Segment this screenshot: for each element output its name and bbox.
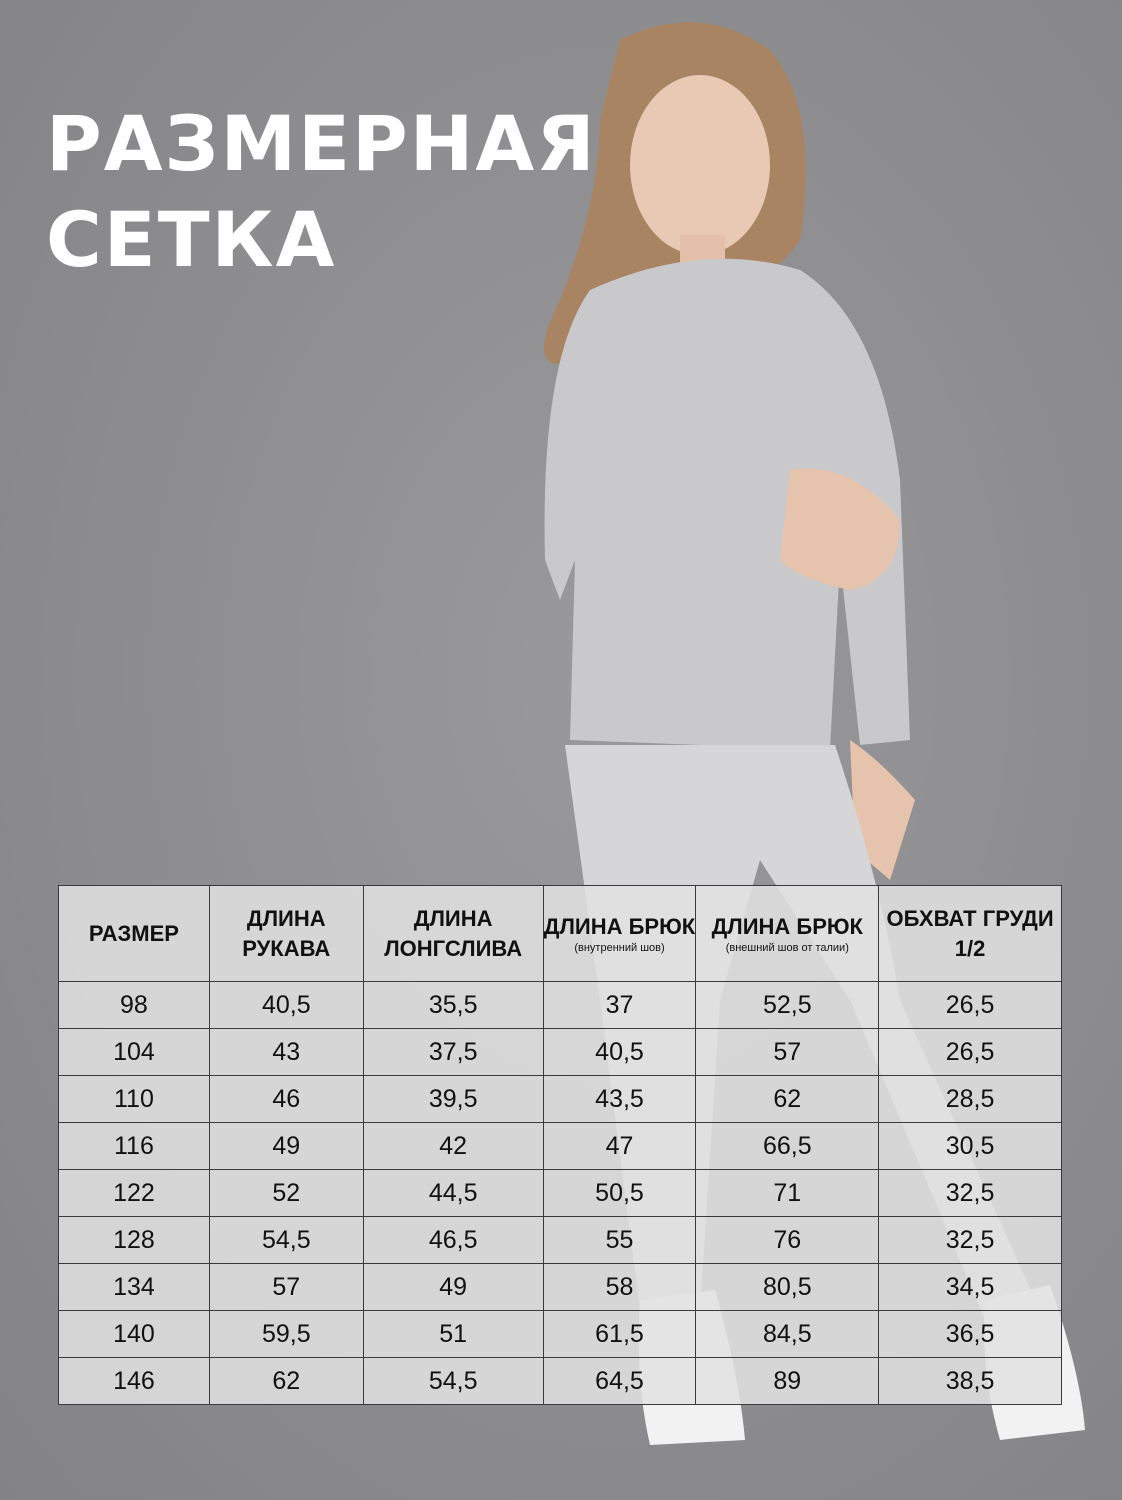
- table-cell: 98: [58, 981, 210, 1029]
- column-header-note: (внутренний шов): [574, 942, 665, 954]
- table-cell: 32,5: [878, 1169, 1062, 1217]
- table-cell: 59,5: [208, 1310, 364, 1358]
- table-cell: 46,5: [362, 1216, 544, 1264]
- table-cell: 37: [542, 981, 697, 1029]
- column-header-label: ДЛИНА БРЮК: [711, 914, 863, 939]
- table-cell: 58: [542, 1263, 697, 1311]
- column-header-label: РАЗМЕР: [88, 920, 179, 946]
- table-cell: 54,5: [208, 1216, 364, 1264]
- table-cell: 47: [542, 1122, 697, 1170]
- table-header-row: РАЗМЕР ДЛИНА РУКАВА ДЛИНА ЛОНГСЛИВА ДЛИНА Б…: [58, 885, 1062, 982]
- column-header-label: ОБХВАТ ГРУДИ 1/2: [886, 905, 1054, 961]
- table-cell: 104: [58, 1028, 210, 1076]
- table-cell: 146: [58, 1357, 210, 1405]
- column-header: ОБХВАТ ГРУДИ 1/2: [878, 885, 1062, 982]
- table-row: 134 57 49 58 80,5 34,5: [58, 1263, 1062, 1311]
- size-table: РАЗМЕР ДЛИНА РУКАВА ДЛИНА ЛОНГСЛИВА ДЛИНА Б…: [58, 885, 1062, 1405]
- column-header-label: ДЛИНА ЛОНГСЛИВА: [384, 905, 523, 961]
- table-cell: 71: [695, 1169, 880, 1217]
- table-cell: 134: [58, 1263, 210, 1311]
- table-cell: 35,5: [362, 981, 544, 1029]
- table-cell: 44,5: [362, 1169, 544, 1217]
- table-row: 98 40,5 35,5 37 52,5 26,5: [58, 981, 1062, 1029]
- table-row: 104 43 37,5 40,5 57 26,5: [58, 1028, 1062, 1076]
- table-row: 122 52 44,5 50,5 71 32,5: [58, 1169, 1062, 1217]
- column-header: ДЛИНА РУКАВА: [208, 885, 364, 982]
- title-line-2: СЕТКА: [46, 195, 337, 284]
- table-cell: 66,5: [695, 1122, 880, 1170]
- table-cell: 37,5: [362, 1028, 544, 1076]
- table-cell: 140: [58, 1310, 210, 1358]
- table-cell: 76: [695, 1216, 880, 1264]
- table-cell: 89: [695, 1357, 880, 1405]
- table-cell: 50,5: [542, 1169, 697, 1217]
- table-cell: 55: [542, 1216, 697, 1264]
- column-header: ДЛИНА БРЮК (внутренний шов): [542, 885, 697, 982]
- table-cell: 42: [362, 1122, 544, 1170]
- table-cell: 61,5: [542, 1310, 697, 1358]
- title-line-1: РАЗМЕРНАЯ: [46, 99, 597, 188]
- table-cell: 128: [58, 1216, 210, 1264]
- table-body: 98 40,5 35,5 37 52,5 26,5 104 43 37,5 40,5 57 26,5 1…: [58, 981, 1062, 1405]
- table-row: 128 54,5 46,5 55 76 32,5: [58, 1216, 1062, 1264]
- table-cell: 122: [58, 1169, 210, 1217]
- column-header: ДЛИНА БРЮК (внешний шов от талии): [695, 885, 880, 982]
- table-cell: 26,5: [878, 1028, 1062, 1076]
- table-cell: 49: [208, 1122, 364, 1170]
- table-cell: 52,5: [695, 981, 880, 1029]
- table-row: 146 62 54,5 64,5 89 38,5: [58, 1357, 1062, 1405]
- column-header: ДЛИНА ЛОНГСЛИВА: [362, 885, 544, 982]
- table-cell: 62: [208, 1357, 364, 1405]
- column-header: РАЗМЕР: [58, 885, 210, 982]
- table-row: 116 49 42 47 66,5 30,5: [58, 1122, 1062, 1170]
- table-cell: 51: [362, 1310, 544, 1358]
- table-cell: 30,5: [878, 1122, 1062, 1170]
- table-cell: 57: [208, 1263, 364, 1311]
- page-title: РАЗМЕРНАЯ СЕТКА: [46, 96, 597, 288]
- table-cell: 43: [208, 1028, 364, 1076]
- table-cell: 43,5: [542, 1075, 697, 1123]
- table-cell: 52: [208, 1169, 364, 1217]
- table-cell: 39,5: [362, 1075, 544, 1123]
- table-row: 140 59,5 51 61,5 84,5 36,5: [58, 1310, 1062, 1358]
- table-cell: 49: [362, 1263, 544, 1311]
- table-cell: 84,5: [695, 1310, 880, 1358]
- table-cell: 62: [695, 1075, 880, 1123]
- column-header-label: ДЛИНА БРЮК: [543, 914, 696, 939]
- table-cell: 46: [208, 1075, 364, 1123]
- table-cell: 38,5: [878, 1357, 1062, 1405]
- table-cell: 64,5: [542, 1357, 697, 1405]
- table-cell: 54,5: [362, 1357, 544, 1405]
- table-cell: 40,5: [208, 981, 364, 1029]
- table-cell: 57: [695, 1028, 880, 1076]
- table-cell: 32,5: [878, 1216, 1062, 1264]
- table-cell: 40,5: [542, 1028, 697, 1076]
- column-header-label: ДЛИНА РУКАВА: [242, 905, 331, 961]
- table-cell: 34,5: [878, 1263, 1062, 1311]
- table-cell: 26,5: [878, 981, 1062, 1029]
- table-cell: 28,5: [878, 1075, 1062, 1123]
- column-header-note: (внешний шов от талии): [725, 942, 849, 954]
- table-cell: 36,5: [878, 1310, 1062, 1358]
- table-cell: 110: [58, 1075, 210, 1123]
- table-cell: 116: [58, 1122, 210, 1170]
- table-row: 110 46 39,5 43,5 62 28,5: [58, 1075, 1062, 1123]
- table-cell: 80,5: [695, 1263, 880, 1311]
